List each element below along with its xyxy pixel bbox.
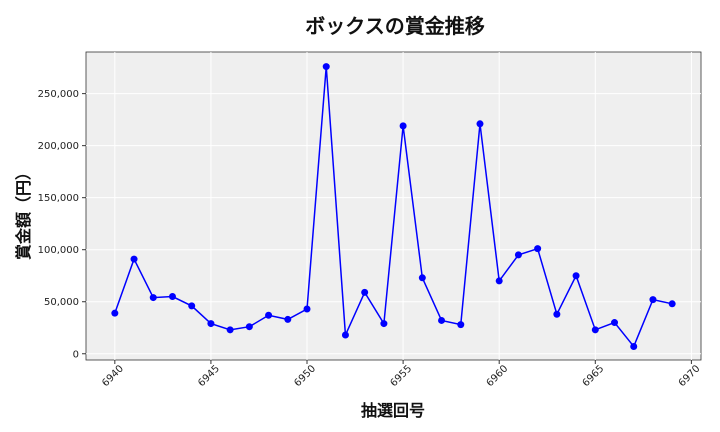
- data-point: [668, 300, 676, 308]
- data-point: [245, 323, 253, 331]
- data-point: [322, 63, 330, 71]
- data-point: [611, 319, 619, 327]
- data-point: [265, 311, 273, 319]
- data-point: [111, 309, 119, 317]
- x-tick-label: 6960: [485, 363, 511, 389]
- data-point: [380, 320, 388, 328]
- data-point: [649, 296, 657, 304]
- y-tick-label: 100,000: [38, 245, 79, 256]
- data-point: [284, 315, 292, 323]
- data-point: [514, 251, 522, 259]
- data-point: [476, 120, 484, 128]
- series-line: [114, 66, 673, 348]
- x-tick-label: 6970: [677, 363, 703, 389]
- y-tick-label: 50,000: [44, 297, 79, 308]
- data-point: [207, 320, 215, 328]
- plot-area: [85, 51, 702, 361]
- data-point: [168, 293, 176, 301]
- x-tick-label: 6945: [196, 363, 222, 389]
- data-point: [591, 326, 599, 334]
- data-point: [226, 326, 234, 334]
- y-tick-label: 0: [73, 349, 79, 360]
- data-point: [457, 321, 465, 329]
- chart-title: ボックスの賞金推移: [305, 14, 485, 38]
- y-tick-label: 150,000: [38, 193, 79, 204]
- x-axis-label: 抽選回号: [360, 401, 426, 420]
- grid: [86, 52, 701, 360]
- x-tick-label: 6955: [388, 363, 414, 389]
- data-point: [341, 331, 349, 339]
- x-tick-label: 6965: [581, 363, 607, 389]
- data-point: [303, 305, 311, 313]
- y-tick-label: 200,000: [38, 141, 79, 152]
- data-point: [149, 294, 157, 302]
- data-point: [630, 342, 638, 350]
- data-point: [418, 274, 426, 282]
- data-point: [553, 310, 561, 318]
- data-point: [534, 245, 542, 253]
- data-point: [399, 122, 407, 130]
- data-point: [361, 288, 369, 296]
- series-layer: [111, 63, 676, 350]
- data-point: [438, 316, 446, 324]
- x-tick-label: 6950: [292, 363, 318, 389]
- data-point: [188, 302, 196, 310]
- data-point: [495, 277, 503, 285]
- data-point: [130, 255, 138, 263]
- x-tick-label: 6940: [100, 363, 126, 389]
- y-tick-label: 250,000: [38, 89, 79, 100]
- data-point: [572, 272, 580, 280]
